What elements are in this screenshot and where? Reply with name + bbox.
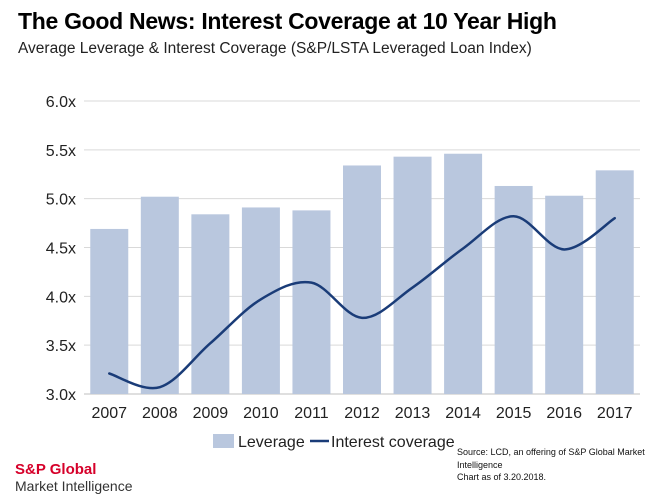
y-tick-label: 3.0x (46, 387, 76, 404)
leverage-bar (140, 196, 179, 394)
leverage-bar (343, 165, 381, 394)
legend-label-leverage: Leverage (238, 434, 305, 451)
logo-line-1: S&P Global (15, 461, 97, 478)
leverage-bar (191, 214, 230, 394)
x-tick-label: 2012 (344, 405, 380, 422)
x-tick-label: 2007 (91, 405, 127, 422)
leverage-bars (90, 153, 634, 394)
y-tick-label: 3.5x (46, 338, 76, 355)
x-tick-label: 2015 (496, 405, 532, 422)
leverage-bar (545, 195, 584, 394)
y-tick-label: 5.5x (46, 143, 76, 160)
leverage-bar (241, 207, 280, 394)
x-tick-label: 2011 (294, 405, 329, 422)
source-line-2: Chart as of 3.20.2018. (457, 472, 547, 482)
y-tick-label: 4.0x (46, 289, 76, 306)
leverage-bar (292, 210, 331, 394)
x-tick-label: 2008 (142, 405, 178, 422)
x-tick-label: 2017 (597, 405, 633, 422)
y-tick-label: 6.0x (46, 94, 76, 111)
leverage-bar (90, 228, 129, 394)
chart-subtitle: Average Leverage & Interest Coverage (S&… (18, 40, 532, 57)
leverage-bar (444, 153, 483, 394)
source-line-1: Source: LCD, an offering of S&P Global M… (457, 447, 645, 470)
legend: Leverage Interest coverage (213, 434, 455, 451)
interest-coverage-path (108, 214, 616, 390)
sp-global-logo: S&P Global Market Intelligence (15, 461, 133, 495)
leverage-bar (393, 156, 432, 394)
interest-coverage-line (108, 214, 616, 390)
x-tick-label: 2013 (395, 405, 431, 422)
x-tick-label: 2016 (546, 405, 582, 422)
source-note: Source: LCD, an offering of S&P Global M… (457, 446, 672, 484)
logo-line-2: Market Intelligence (15, 478, 133, 494)
legend-swatch-leverage (213, 434, 234, 448)
x-tick-label: 2010 (243, 405, 279, 422)
x-axis-ticks: 2007 2008 2009 2010 2011 2012 2013 2014 2015 2016… (91, 405, 632, 422)
x-tick-label: 2014 (445, 405, 481, 422)
y-tick-label: 4.5x (46, 241, 76, 258)
y-tick-label: 5.0x (46, 192, 76, 209)
leverage-bar (595, 170, 634, 394)
legend-label-interest-coverage: Interest coverage (331, 434, 455, 451)
y-axis-ticks: 3.0x 3.5x 4.0x 4.5x 5.0x 5.5x 6.0x (46, 94, 76, 404)
x-tick-label: 2009 (193, 405, 229, 422)
chart-title: The Good News: Interest Coverage at 10 Y… (18, 8, 557, 34)
